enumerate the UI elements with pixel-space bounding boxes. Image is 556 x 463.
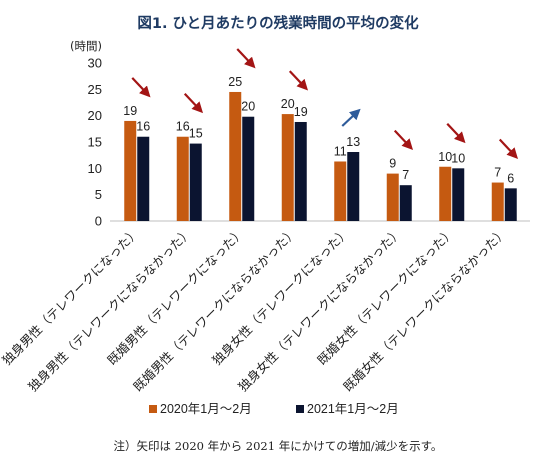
arrow-down-icon (236, 48, 256, 69)
legend-label-2020: 2020年1月～2月 (160, 402, 252, 416)
y-tick-label: 30 (88, 56, 102, 71)
arrow-up-icon (341, 108, 361, 127)
bar (281, 114, 294, 221)
data-label: 13 (346, 135, 360, 149)
chart-title: 図1. ひと月あたりの残業時間の平均の変化 (137, 14, 419, 32)
bar (124, 120, 137, 221)
data-label: 19 (123, 104, 137, 118)
data-label: 16 (136, 120, 150, 134)
arrow-down-icon (498, 138, 519, 159)
bar (386, 173, 399, 221)
y-tick-label: 20 (88, 108, 102, 123)
data-label: 9 (389, 157, 396, 171)
data-label: 10 (451, 151, 465, 165)
bar (334, 161, 347, 221)
trend-arrows (131, 48, 519, 159)
legend: 2020年1月～2月 2021年1月～2月 (149, 402, 399, 416)
data-label: 11 (334, 144, 347, 158)
data-label: 10 (438, 150, 452, 164)
data-label: 20 (241, 100, 255, 114)
bar (452, 168, 465, 221)
data-label: 15 (189, 127, 203, 141)
y-tick-label: 15 (88, 135, 102, 150)
arrow-down-icon (131, 77, 151, 98)
y-tick-label: 25 (88, 82, 102, 97)
bar (229, 91, 242, 221)
data-label: 19 (294, 105, 308, 119)
footnote: 注）矢印は 2020 年から 2021 年にかけての増加/減少を示す。 (114, 439, 443, 453)
data-label: 7 (402, 168, 409, 182)
y-tick-label: 10 (88, 161, 102, 176)
arrow-down-icon (446, 122, 466, 144)
data-label: 16 (176, 120, 190, 134)
data-label: 7 (494, 166, 501, 180)
arrow-down-icon (288, 70, 309, 91)
legend-swatch-2021 (296, 405, 304, 413)
bar (399, 185, 412, 221)
data-label: 20 (281, 97, 295, 111)
bar (504, 188, 517, 221)
legend-swatch-2020 (149, 405, 157, 413)
bar (176, 136, 189, 221)
legend-label-2021: 2021年1月～2月 (307, 402, 399, 416)
bars (124, 91, 517, 221)
bar (189, 143, 202, 221)
bar (294, 121, 307, 221)
y-tick-label: 5 (95, 187, 102, 202)
bar (439, 166, 452, 221)
bar (242, 116, 255, 221)
bar (491, 182, 504, 221)
data-label: 25 (228, 75, 242, 89)
data-label: 6 (507, 171, 514, 185)
bar (137, 136, 150, 221)
y-tick-label: 0 (95, 214, 102, 229)
arrow-down-icon (183, 92, 204, 114)
arrow-down-icon (393, 129, 414, 151)
bar (347, 152, 360, 221)
category-labels: 独身男性（テレワークになった）独身男性（テレワークにならなかった）既婚男性（テレ… (0, 225, 510, 395)
y-axis-unit: (時間) (70, 39, 102, 53)
